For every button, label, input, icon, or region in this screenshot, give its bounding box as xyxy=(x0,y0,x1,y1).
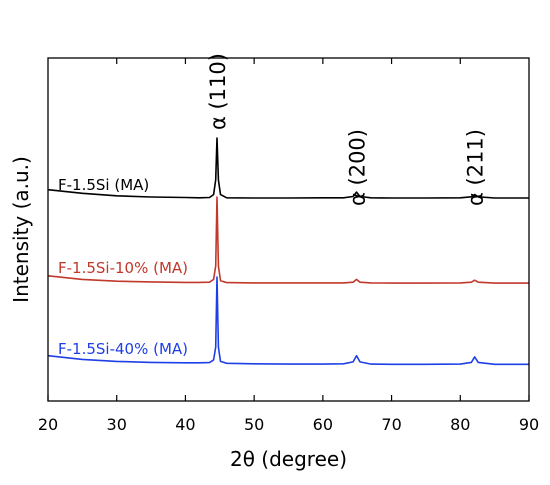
x-tick-label: 50 xyxy=(244,415,264,434)
series-label-3: F-1.5Si-40% (MA) xyxy=(58,340,188,358)
x-tick-label: 60 xyxy=(313,415,333,434)
peak-annotations: α (110) α (200) α (211) xyxy=(206,53,488,206)
series-label-1: F-1.5Si (MA) xyxy=(58,176,149,194)
series-line-1 xyxy=(47,137,529,199)
series-line-2 xyxy=(47,196,529,284)
x-tick-label: 70 xyxy=(381,415,401,434)
series-label-2: F-1.5Si-10% (MA) xyxy=(58,259,188,277)
x-axis-ticks: 20 30 40 50 60 70 80 90 xyxy=(38,58,539,434)
x-tick-label: 40 xyxy=(175,415,195,434)
peak-label-3: α (211) xyxy=(464,129,488,206)
series-layer xyxy=(47,137,529,366)
x-tick-label: 80 xyxy=(450,415,470,434)
plot-frame xyxy=(47,57,530,402)
x-tick-label: 20 xyxy=(38,415,58,434)
x-tick-label: 30 xyxy=(107,415,127,434)
x-axis-title: 2θ (degree) xyxy=(230,447,347,471)
peak-label-2: α (200) xyxy=(346,129,370,206)
x-tick-label: 90 xyxy=(519,415,539,434)
y-axis-title: Intensity (a.u.) xyxy=(9,156,33,303)
series-line-3 xyxy=(47,276,529,366)
series-labels: F-1.5Si (MA) F-1.5Si-10% (MA) F-1.5Si-40% … xyxy=(58,176,188,358)
peak-label-1: α (110) xyxy=(206,53,230,130)
